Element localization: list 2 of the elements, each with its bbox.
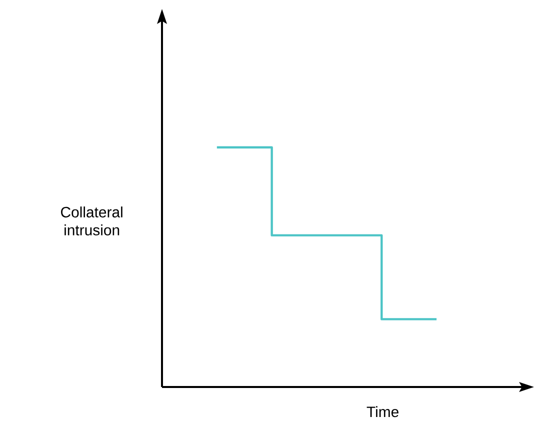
x-axis-title: Time	[366, 406, 398, 418]
y-axis-title: Collateral intrusion	[61, 206, 122, 236]
